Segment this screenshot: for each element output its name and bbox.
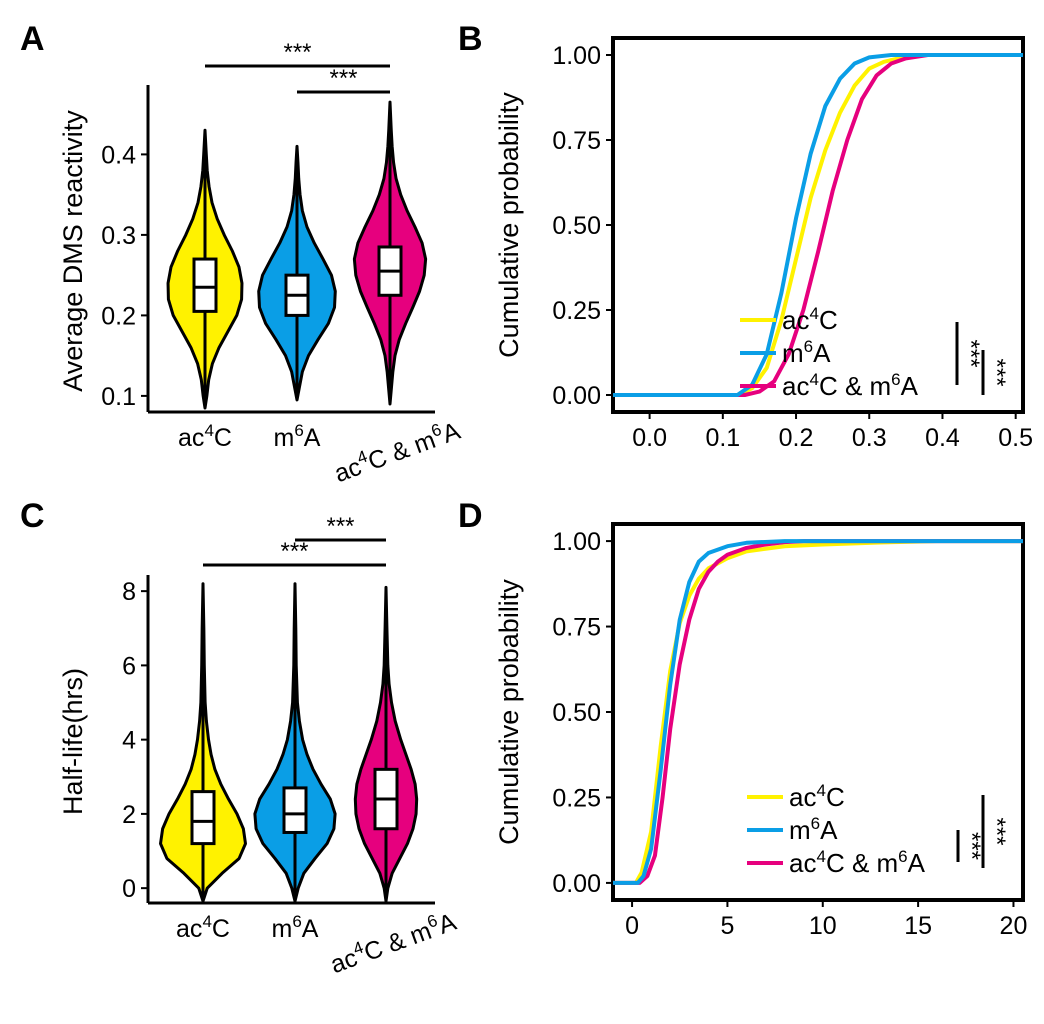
y-axis-title: Cumulative probability [494,92,524,358]
y-tick-label: 0.4 [101,141,136,169]
legend-label-m6A: m6A [789,814,838,845]
sig-label: *** [280,538,308,565]
y-tick-label: 1.00 [552,42,601,70]
cdf-line-both [613,53,1023,397]
legend-label-ac4C: ac4C [782,304,838,335]
cdf-line-ac4C [613,53,1023,397]
sig-label: *** [983,358,1010,386]
x-tick-label: 15 [904,912,932,940]
legend-label-both: ac4C & m6A [782,370,919,401]
y-axis-title: Cumulative probability [494,579,524,845]
panel-label-a: A [20,20,45,58]
y-tick-label: 0.2 [101,302,136,330]
legend-label-ac4C: ac4C [789,781,845,812]
sig-label: *** [957,339,984,367]
cdf-line-both [613,539,1023,885]
y-tick-label: 0.25 [552,784,601,812]
y-tick-label: 0.25 [552,297,601,325]
y-tick-label: 0.50 [552,212,601,240]
x-tick-label: 0.4 [925,424,960,452]
y-tick-label: 0.75 [552,614,601,642]
y-tick-label: 0.1 [101,383,136,411]
panel-label-c: C [20,497,45,535]
y-tick-label: 0.00 [552,870,601,898]
sig-label: *** [326,513,354,540]
x-tick-label: 0.3 [852,424,887,452]
x-tick-label-both: ac4C & m6A [326,905,460,979]
y-tick-label: 2 [122,801,136,829]
cdf-line-ac4C [613,539,1023,885]
panel-label-d: D [458,497,483,535]
x-tick-label-ac4C: ac4C [178,421,232,452]
x-tick-label-m6A: m6A [274,421,321,452]
x-tick-label-both: ac4C & m6A [330,414,464,488]
box-m6A [282,786,308,834]
sig-label: *** [958,832,985,860]
x-tick-label: 20 [1000,912,1028,940]
legend-label-m6A: m6A [782,337,831,368]
x-tick-label: 0.2 [779,424,814,452]
x-tick-label: 5 [720,912,734,940]
sig-label: *** [983,817,1010,845]
x-tick-label: 0.1 [705,424,740,452]
box-ac4C [190,790,216,846]
panel-label-b: B [458,20,483,58]
y-tick-label: 6 [122,652,136,680]
y-tick-label: 8 [122,578,136,606]
cdf-line-m6A [613,539,1023,885]
legend-label-both: ac4C & m6A [789,847,926,878]
y-tick-label: 0.50 [552,699,601,727]
y-tick-label: 0.00 [552,382,601,410]
x-tick-label-m6A: m6A [272,912,319,943]
sig-label: *** [283,39,311,66]
y-tick-label: 0.3 [101,222,136,250]
y-axis-title: Half-life(hrs) [58,668,88,815]
y-axis-title: Average DMS reactivity [58,110,88,392]
y-tick-label: 4 [122,727,136,755]
sig-label: *** [329,65,357,92]
x-tick-label-ac4C: ac4C [176,912,230,943]
x-tick-label: 10 [809,912,837,940]
x-tick-label: 0.0 [632,424,667,452]
violin-chart-a: 0.1 0.2 0.3 0.4 Average DMS reactivity ac4C m6… [58,39,464,488]
box-ac4C [192,257,218,313]
x-tick-label: 0.5 [998,424,1033,452]
x-tick-label: 0 [625,912,639,940]
cdf-chart-b: 0.00 0.25 0.50 0.75 1.00 0.0 0.1 0.2 0.3 0.4 0.5 Cu… [494,36,1033,452]
y-tick-label: 1.00 [552,528,601,556]
y-tick-label: 0.75 [552,127,601,155]
y-tick-label: 0 [122,875,136,903]
cdf-chart-d: 0.00 0.25 0.50 0.75 1.00 0 5 10 15 20 Cumulative p… [494,522,1028,940]
